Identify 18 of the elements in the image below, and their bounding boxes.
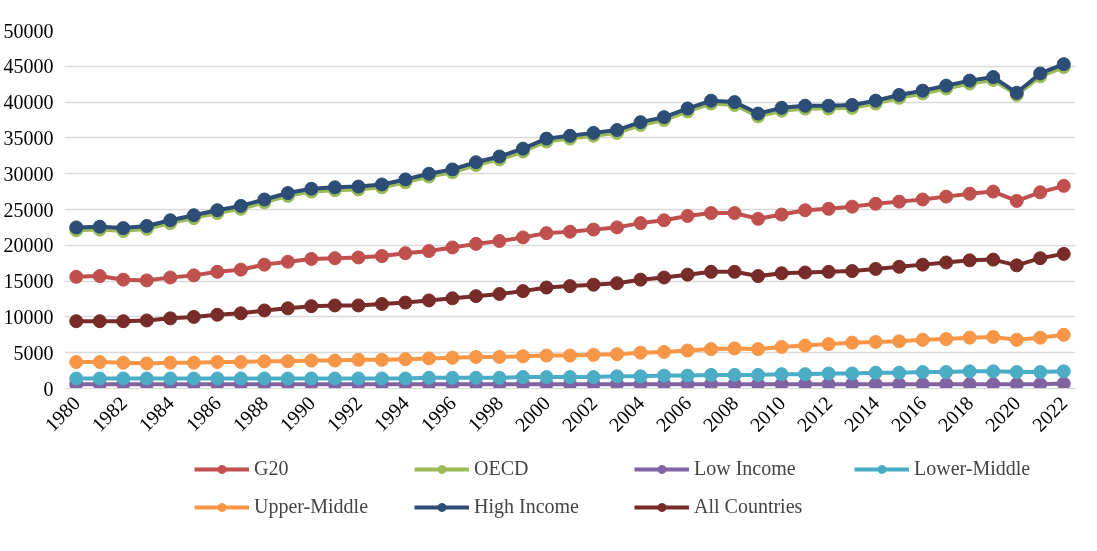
legend-label: All Countries bbox=[694, 495, 804, 518]
legend-label: Lower-Middle bbox=[914, 457, 1032, 480]
legend-label: Upper-Middle bbox=[254, 495, 369, 518]
legend-label: G20 bbox=[254, 457, 290, 480]
y-tick-label: 40000 bbox=[3, 91, 54, 114]
y-tick-label: 5000 bbox=[13, 341, 54, 364]
y-tick-label: 35000 bbox=[3, 126, 54, 149]
legend-label: High Income bbox=[474, 495, 580, 518]
legend-label: OECD bbox=[474, 457, 530, 480]
legend-label: Low Income bbox=[694, 457, 797, 480]
y-tick-label: 0 bbox=[43, 377, 54, 400]
y-tick-label: 25000 bbox=[3, 198, 54, 221]
y-tick-label: 50000 bbox=[3, 19, 54, 42]
y-tick-label: 20000 bbox=[3, 234, 54, 257]
y-tick-label: 45000 bbox=[3, 55, 54, 78]
y-tick-label: 15000 bbox=[3, 270, 54, 293]
y-tick-label: 10000 bbox=[3, 305, 54, 328]
y-tick-label: 30000 bbox=[3, 162, 54, 185]
